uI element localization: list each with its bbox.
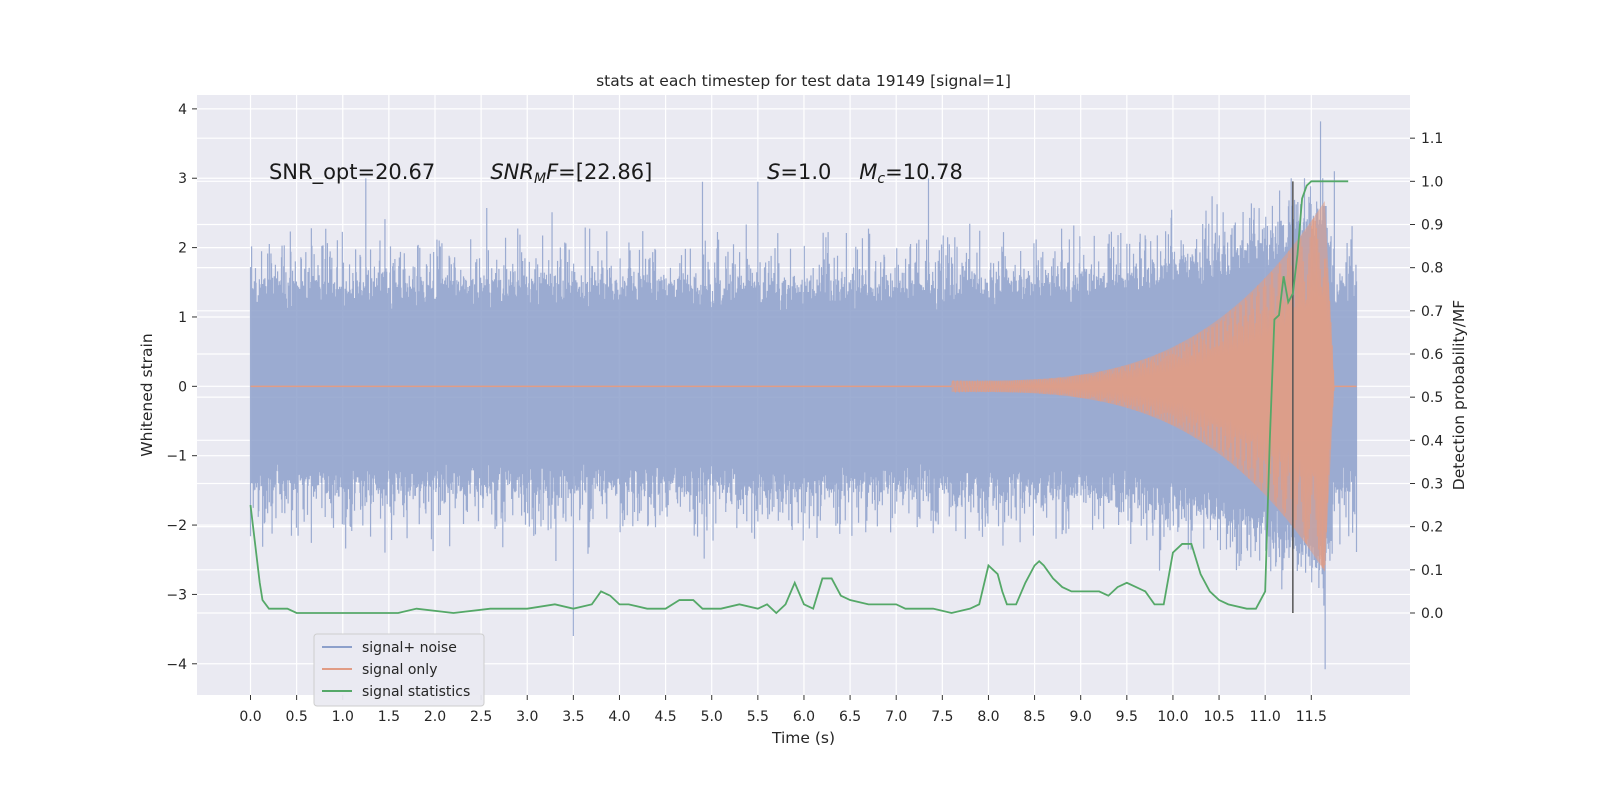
x-tick-label: 11.0 [1250,709,1281,725]
y-tick-label: 4 [178,102,187,118]
legend-box [313,633,485,707]
y2-tick-label: 0.5 [1421,390,1443,406]
x-tick-label: 8.0 [977,709,999,725]
y-tick-label: 2 [178,241,187,257]
annotation-snr-opt: SNR_opt=20.67 [269,160,435,185]
x-tick-label: 10.5 [1203,709,1234,725]
tick-labels: 0.0 0.5 1.0 1.5 2.0 2.5 3.0 3.5 4.0 4.5 5.0 5.5 6.0 6… [166,102,1443,725]
x-tick-label: 3.0 [516,709,538,725]
legend: signal+ noise signal only signal statist… [313,633,485,707]
x-tick-label: 0.0 [239,709,261,725]
x-tick-label: 4.0 [608,709,630,725]
annotation-mc-subscript: c [877,171,885,187]
x-tick-label: 10.0 [1157,709,1188,725]
series-signal-statistics-line [249,180,1349,615]
x-tick-label: 7.5 [931,709,953,725]
annotation-s-value: =1.0 [780,160,831,184]
x-tick-label: 6.5 [839,709,861,725]
annotation-s-symbol: S [767,160,780,184]
y2-tick-label: 0.4 [1421,433,1443,449]
y2-tick-label: 0.1 [1421,563,1443,579]
y2-tick-label: 1.1 [1421,131,1443,147]
x-tick-label: 9.5 [1116,709,1138,725]
y-tick-label: 1 [178,310,187,326]
annotation-mc-value: =10.78 [885,160,963,184]
x-tick-label: 11.5 [1296,709,1327,725]
y-tick-label: −4 [166,657,187,673]
x-tick-label: 8.5 [1023,709,1045,725]
annotation-s: S=1.0 [767,160,831,184]
annotation-mc-symbol: M [859,160,877,184]
annotation-snr-mf-value: =[22.86] [558,160,652,184]
x-tick-label: 2.5 [470,709,492,725]
x-axis-label: Time (s) [771,729,835,747]
y-tick-label: 0 [178,379,187,395]
y-tick-label: 3 [178,171,187,187]
y2-tick-label: 0.9 [1421,217,1443,233]
y2-tick-label: 0.7 [1421,304,1443,320]
x-tick-label: 5.5 [747,709,769,725]
legend-label-signal-noise: signal+ noise [362,640,457,656]
y2-tick-label: 0.3 [1421,476,1443,492]
y-tick-label: −2 [166,518,187,534]
x-tick-label: 9.0 [1070,709,1092,725]
annotation-snr-mf: SNRMF=[22.86] [490,160,652,187]
x-tick-label: 1.0 [332,709,354,725]
series-signal-only [250,200,1357,572]
annotation-snr-mf-symbol: SNR [490,160,534,184]
x-tick-label: 0.5 [285,709,307,725]
annotation-snr-mf-subscript: M [534,171,546,187]
y2-tick-label: 0.2 [1421,520,1443,536]
x-tick-label: 2.0 [424,709,446,725]
y2-tick-label: 0.6 [1421,347,1443,363]
y-tick-label: −3 [166,587,187,603]
x-tick-label: 3.5 [562,709,584,725]
y2-axis-label: Detection probability/MF [1450,300,1468,491]
x-tick-label: 7.0 [885,709,907,725]
y-tick-label: −1 [166,449,187,465]
annotation-snr-mf-symbol2: F [546,160,559,184]
series-signal-only-band [951,200,1335,572]
legend-label-signal-only: signal only [362,662,437,678]
y2-tick-label: 0.8 [1421,261,1443,277]
y2-tick-label: 0.0 [1421,606,1443,622]
x-tick-label: 5.0 [701,709,723,725]
x-tick-label: 4.5 [654,709,676,725]
x-tick-label: 1.5 [378,709,400,725]
legend-label-signal-statistics: signal statistics [362,684,470,700]
series-signal-statistics [249,180,1349,615]
annotation-mc: Mc=10.78 [859,160,963,187]
x-tick-label: 6.0 [793,709,815,725]
y-axis-label: Whitened strain [138,333,156,456]
y2-tick-label: 1.0 [1421,174,1443,190]
chart-title: stats at each timestep for test data 191… [596,72,1011,90]
